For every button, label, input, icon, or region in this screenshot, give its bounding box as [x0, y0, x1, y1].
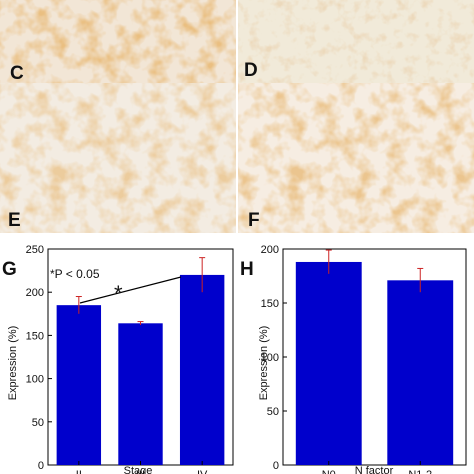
g-bar-1 [118, 323, 163, 465]
micrograph-e-image [0, 83, 236, 233]
g-y-tick-label: 100 [26, 374, 44, 386]
h-x-tick-label-1: N1-2 [408, 469, 432, 474]
g-x-tick-label-2: IV [197, 469, 208, 474]
g-y-tick-label: 150 [26, 330, 44, 342]
chart-h: H Expression (%) 0 50 100 150 200 N0 N1-2 N f… [240, 244, 467, 474]
panel-letter-e: E [8, 210, 21, 231]
g-bar-0 [56, 305, 102, 465]
g-y-tick-label: 0 [38, 460, 44, 472]
g-y-tick-label: 250 [26, 244, 44, 256]
chart-g-annotation: *P < 0.05 [50, 267, 100, 281]
chart-h-x-label: N factor [355, 465, 394, 474]
g-x-tick-label-1: III [136, 469, 145, 474]
chart-h-y-label: Expression (%) [258, 326, 270, 401]
chart-g-significance-line [79, 276, 182, 304]
panel-letter-g: G [2, 259, 17, 280]
chart-g-significance-star: * [114, 281, 123, 306]
micrograph-f-image [238, 83, 474, 233]
h-y-tick-label: 200 [261, 244, 279, 256]
panel-letter-h: H [240, 259, 254, 280]
panel-letter-d: D [244, 60, 258, 81]
panel-letter-f: F [248, 210, 260, 231]
g-x-tick-label-0: II [76, 469, 82, 474]
g-y-tick-label: 200 [26, 287, 44, 299]
micrograph-d: D [238, 0, 474, 83]
h-bar-1 [387, 280, 454, 465]
panel-letter-c: C [10, 63, 24, 83]
micrograph-c: C [0, 0, 236, 83]
chart-g-x-label: Stage [124, 465, 153, 474]
micrograph-f: F [238, 83, 474, 233]
h-x-tick-label-0: N0 [322, 469, 336, 474]
micrograph-c-image [0, 0, 236, 83]
h-y-tick-label: 50 [267, 406, 279, 418]
h-y-tick-label: 0 [273, 460, 279, 472]
h-y-tick-label: 150 [261, 298, 279, 310]
h-y-tick-label: 100 [261, 352, 279, 364]
micrograph-e: E [0, 83, 236, 233]
micrograph-d-image [238, 0, 474, 83]
g-y-tick-label: 50 [32, 417, 44, 429]
g-bar-2 [179, 274, 225, 465]
h-bar-0 [295, 261, 362, 465]
chart-g-y-label: Expression (%) [7, 326, 19, 401]
